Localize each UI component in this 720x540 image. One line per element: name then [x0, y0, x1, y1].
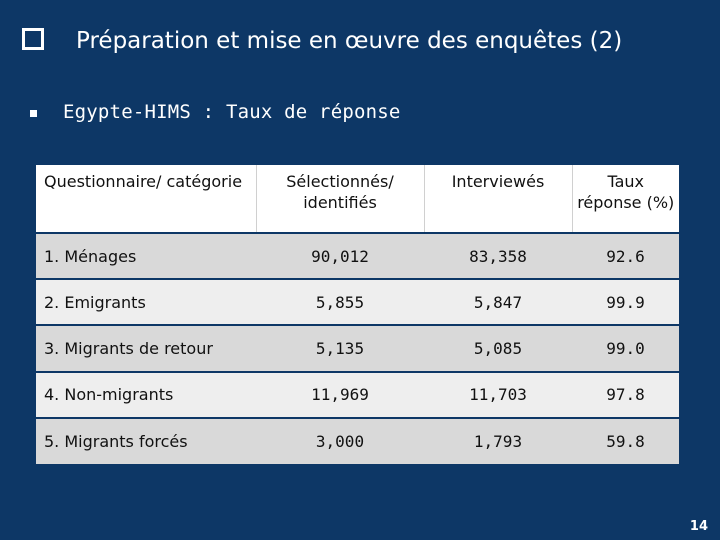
row-category: 2. Emigrants [36, 278, 256, 326]
row-interviewed: 5,847 [424, 278, 572, 326]
row-rate: 59.8 [572, 416, 679, 464]
row-selected: 90,012 [256, 231, 424, 280]
row-selected: 3,000 [256, 416, 424, 464]
table-row: 3. Migrants de retour 5,135 5,085 99.0 [36, 324, 679, 372]
header-response-rate: Taux réponse (%) [571, 165, 679, 233]
slide-subtitle: Egypte-HIMS : Taux de réponse [63, 101, 401, 123]
row-rate: 99.9 [572, 278, 679, 326]
row-interviewed: 83,358 [424, 231, 572, 280]
title-checkbox-icon [22, 28, 44, 50]
row-selected: 5,135 [256, 324, 424, 372]
page-number: 14 [689, 519, 708, 534]
row-interviewed: 5,085 [424, 324, 572, 372]
row-category: 1. Ménages [36, 231, 256, 280]
header-interviewed: Interviewés [423, 165, 572, 233]
header-selected: Sélectionnés/ identifiés [255, 165, 424, 233]
header-questionnaire: Questionnaire/ catégorie [36, 165, 256, 233]
response-rate-table: Questionnaire/ catégorie Sélectionnés/ i… [36, 165, 679, 464]
row-category: 5. Migrants forcés [36, 416, 256, 464]
row-category: 3. Migrants de retour [36, 324, 256, 372]
table-row: 4. Non-migrants 11,969 11,703 97.8 [36, 370, 679, 418]
row-interviewed: 11,703 [424, 370, 572, 418]
row-selected: 11,969 [256, 370, 424, 418]
table-header-row: Questionnaire/ catégorie Sélectionnés/ i… [36, 165, 679, 233]
slide-title: Préparation et mise en œuvre des enquête… [76, 28, 623, 54]
table-row: 2. Emigrants 5,855 5,847 99.9 [36, 278, 679, 326]
row-interviewed: 1,793 [424, 416, 572, 464]
table-row: 1. Ménages 90,012 83,358 92.6 [36, 231, 679, 280]
row-rate: 99.0 [572, 324, 679, 372]
square-bullet-icon [30, 110, 37, 117]
row-selected: 5,855 [256, 278, 424, 326]
table-row: 5. Migrants forcés 3,000 1,793 59.8 [36, 416, 679, 464]
row-rate: 97.8 [572, 370, 679, 418]
row-rate: 92.6 [572, 231, 679, 280]
row-category: 4. Non-migrants [36, 370, 256, 418]
